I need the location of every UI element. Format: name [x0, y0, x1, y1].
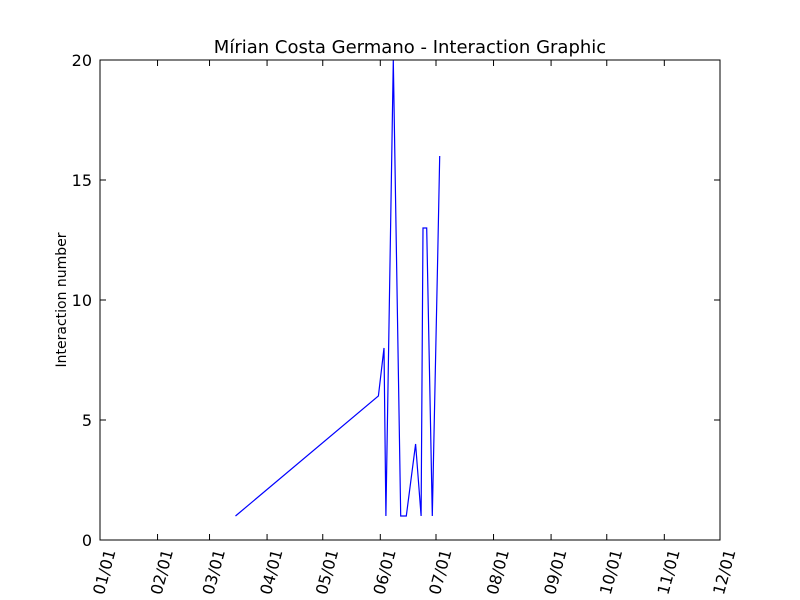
y-tick-label: 5	[82, 411, 92, 430]
x-tick-label: 02/01	[147, 547, 177, 596]
x-tick-label: 01/01	[89, 547, 119, 596]
x-tick-label: 08/01	[483, 547, 513, 596]
x-tick-label: 07/01	[425, 547, 455, 596]
y-tick-label: 15	[72, 171, 92, 190]
x-tick-label: 03/01	[199, 547, 229, 596]
x-tick-label: 06/01	[369, 547, 399, 596]
y-tick-label: 20	[72, 51, 92, 70]
x-tick-label: 10/01	[596, 547, 626, 596]
x-tick-label: 11/01	[653, 547, 683, 596]
chart-title: Mírian Costa Germano - Interaction Graph…	[214, 37, 606, 58]
y-axis-label: Interaction number	[54, 232, 70, 367]
x-tick-label: 05/01	[312, 547, 342, 596]
x-tick-label: 04/01	[256, 547, 286, 596]
x-tick-label: 12/01	[709, 547, 739, 596]
y-tick-label: 0	[82, 531, 92, 550]
series-line	[235, 59, 441, 517]
y-tick-label: 10	[72, 291, 92, 310]
plot-frame	[99, 59, 721, 541]
x-tick-label: 09/01	[540, 547, 570, 596]
